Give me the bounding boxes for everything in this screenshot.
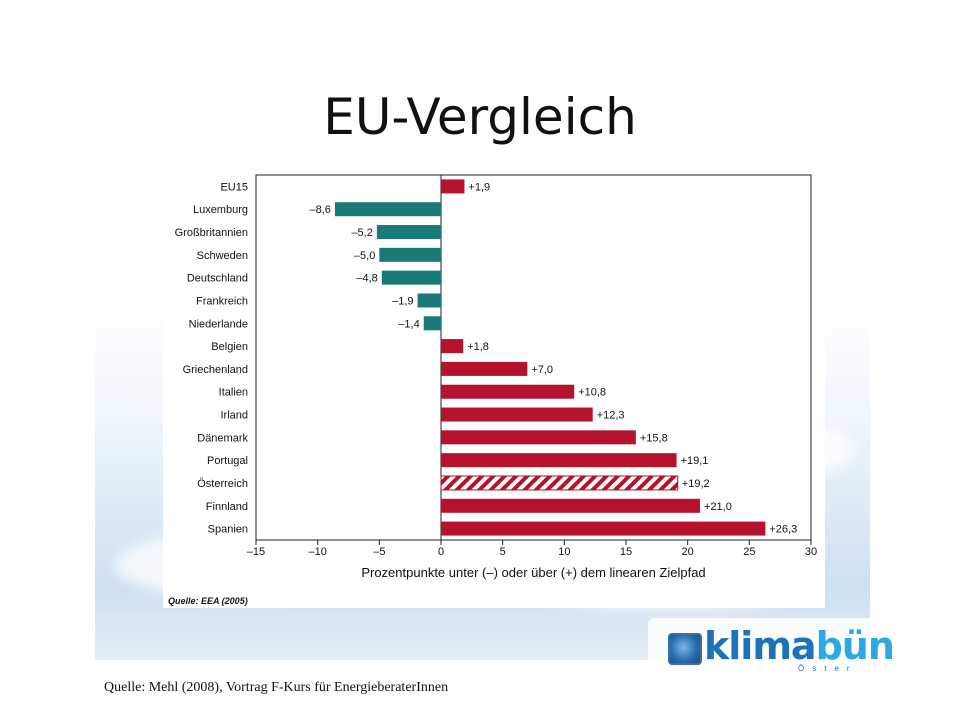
- source-caption: Quelle: Mehl (2008), Vortrag F-Kurs für …: [104, 680, 449, 695]
- category-label: Finnland: [206, 501, 248, 513]
- x-tick-label: –15: [247, 546, 265, 558]
- bar: [423, 316, 441, 331]
- category-label: Großbritannien: [175, 227, 248, 239]
- bar: [441, 521, 766, 536]
- value-label: +1,8: [467, 341, 489, 353]
- category-label: Portugal: [207, 455, 248, 467]
- chart-source-note: Quelle: EEA (2005): [168, 596, 248, 606]
- category-label: Spanien: [208, 524, 248, 536]
- bar: [334, 202, 441, 217]
- value-label: +7,0: [531, 364, 553, 376]
- category-label: Deutschland: [187, 273, 248, 285]
- x-tick-label: 5: [500, 546, 506, 558]
- bar: [441, 339, 464, 354]
- globe-icon: [668, 633, 702, 665]
- x-tick-label: –5: [373, 546, 385, 558]
- bar: [441, 430, 636, 445]
- category-label: Italien: [219, 387, 248, 399]
- bar: [376, 225, 441, 240]
- bar: [441, 453, 677, 468]
- value-label: +10,8: [578, 387, 606, 399]
- category-label: Dänemark: [197, 432, 248, 444]
- category-label: Irland: [220, 410, 248, 422]
- bar: [417, 293, 441, 308]
- bar: [441, 361, 528, 376]
- value-label: +15,8: [640, 432, 668, 444]
- value-label: –1,9: [392, 295, 413, 307]
- plot-frame: [255, 174, 812, 541]
- value-label: +1,9: [468, 181, 490, 193]
- x-tick-label: –10: [308, 546, 326, 558]
- bar: [379, 247, 441, 262]
- bar: [441, 384, 575, 399]
- x-tick-label: 30: [805, 546, 817, 558]
- category-label: Griechenland: [183, 364, 248, 376]
- bar-chart: EU15 +1,9 Luxemburg –8,6 Großbritannien –5,2 S…: [168, 174, 817, 606]
- value-label: –5,0: [354, 250, 375, 262]
- category-label: Frankreich: [196, 295, 248, 307]
- value-label: +12,3: [597, 410, 625, 422]
- value-label: –1,4: [398, 318, 419, 330]
- category-label: Schweden: [197, 250, 248, 262]
- category-label: EU15: [220, 181, 248, 193]
- x-axis-label: Prozentpunkte unter (–) oder über (+) de…: [361, 565, 705, 580]
- category-label: Belgien: [211, 341, 248, 353]
- value-label: +21,0: [704, 501, 732, 513]
- value-label: +26,3: [769, 524, 797, 536]
- x-tick-label: 0: [438, 546, 444, 558]
- value-label: +19,2: [682, 478, 710, 490]
- x-tick-label: 25: [743, 546, 755, 558]
- slide-title: EU-Vergleich: [323, 88, 637, 146]
- value-label: –8,6: [310, 204, 331, 216]
- bar: [381, 270, 441, 285]
- category-label: Niederlande: [189, 318, 248, 330]
- x-tick-label: 20: [682, 546, 694, 558]
- category-label: Österreich: [197, 478, 248, 490]
- bar: [441, 407, 593, 422]
- x-tick-label: 10: [558, 546, 570, 558]
- bar: [441, 498, 700, 513]
- chart-panel: EU15 +1,9 Luxemburg –8,6 Großbritannien –5,2 S…: [163, 170, 825, 608]
- value-label: –5,2: [351, 227, 372, 239]
- x-tick-label: 15: [620, 546, 632, 558]
- value-label: +19,1: [681, 455, 709, 467]
- bar: [441, 179, 465, 194]
- logo-wordmark: klimabün: [704, 624, 895, 668]
- value-label: –4,8: [356, 273, 377, 285]
- bar: [440, 475, 679, 491]
- klimabuendnis-logo: klimabün Öster: [648, 618, 895, 680]
- logo-subtitle: Öster: [798, 664, 858, 673]
- category-label: Luxemburg: [193, 204, 248, 216]
